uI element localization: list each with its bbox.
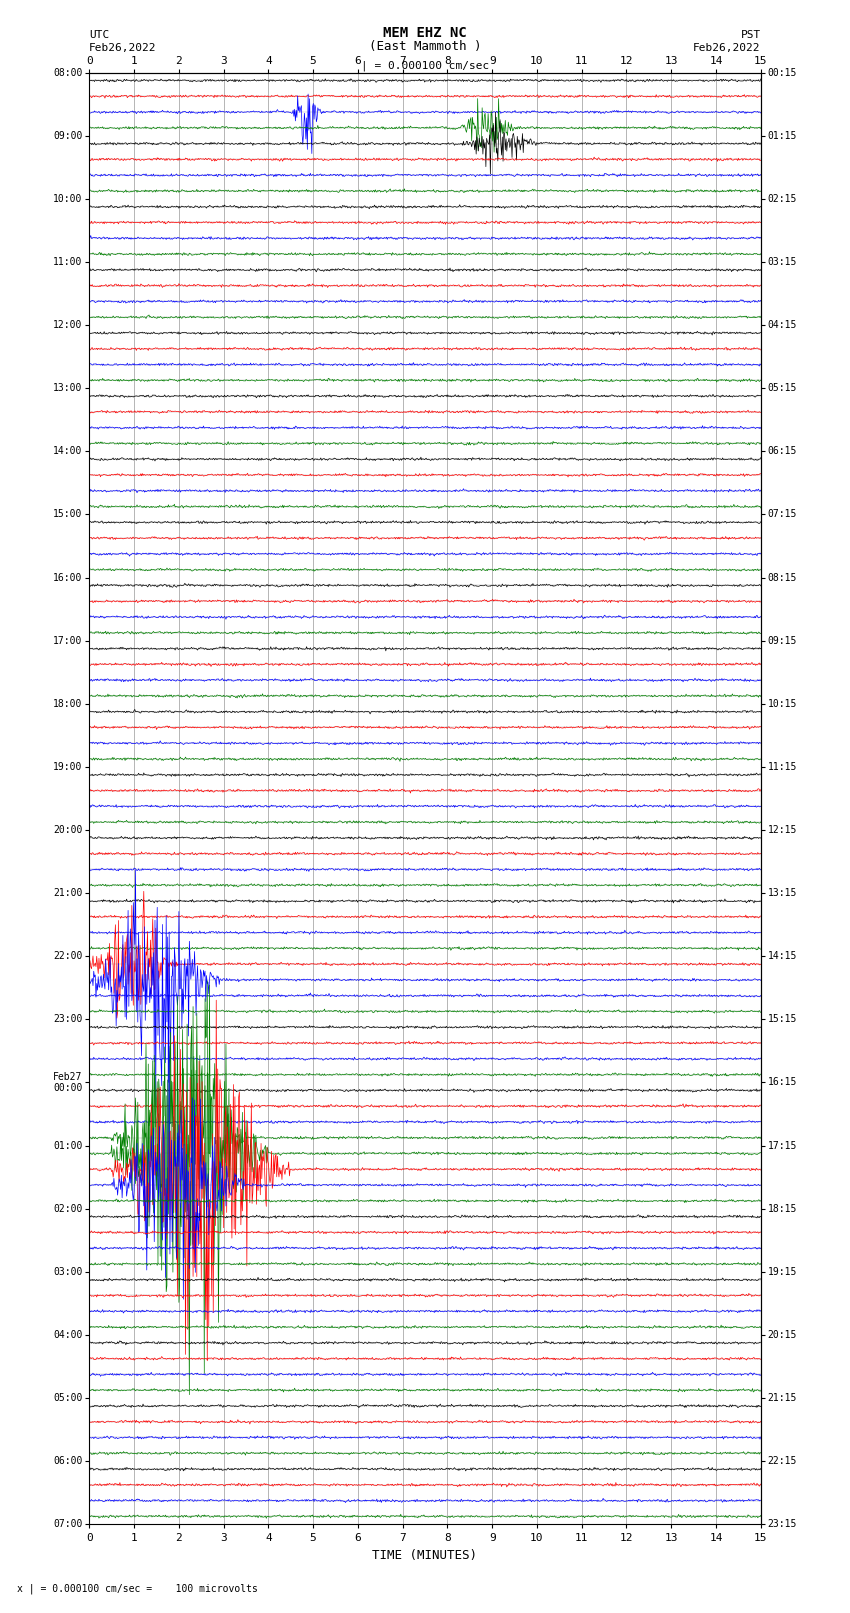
Text: | = 0.000100 cm/sec: | = 0.000100 cm/sec xyxy=(361,60,489,71)
Text: Feb26,2022: Feb26,2022 xyxy=(694,44,761,53)
Text: Feb26,2022: Feb26,2022 xyxy=(89,44,156,53)
Text: PST: PST xyxy=(740,31,761,40)
Text: (East Mammoth ): (East Mammoth ) xyxy=(369,40,481,53)
X-axis label: TIME (MINUTES): TIME (MINUTES) xyxy=(372,1548,478,1561)
Text: MEM EHZ NC: MEM EHZ NC xyxy=(383,26,467,40)
Text: UTC: UTC xyxy=(89,31,110,40)
Text: x | = 0.000100 cm/sec =    100 microvolts: x | = 0.000100 cm/sec = 100 microvolts xyxy=(17,1582,258,1594)
